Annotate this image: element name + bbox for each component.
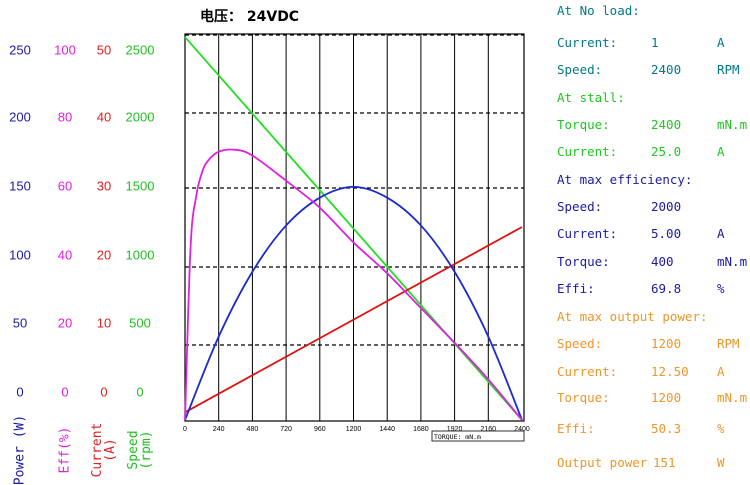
current-axis-title: Current (A)	[91, 423, 117, 478]
max_power-header: At max output power:	[557, 309, 708, 324]
eff-axis-title: Eff(%)	[59, 427, 72, 474]
x-tick-label: 240	[213, 426, 225, 433]
spec-label: Current:	[557, 226, 617, 241]
x-tick-label: 0	[183, 426, 187, 433]
spec-value: 1200	[651, 336, 681, 351]
x-tick-label: 960	[314, 426, 326, 433]
spec-label: Effi:	[557, 421, 595, 436]
max_eff-header: At max efficiency:	[557, 172, 692, 187]
power-tick-label: 0	[0, 385, 43, 400]
power-axis-title: Power (W)	[14, 415, 27, 485]
spec-value: 2400	[651, 117, 681, 132]
spec-label: Speed:	[557, 199, 602, 214]
spec-label: Torque:	[557, 390, 610, 405]
spec-label: Current:	[557, 364, 617, 379]
spec-value: 2400	[651, 62, 681, 77]
power-tick-label: 150	[0, 179, 43, 194]
spec-value: 50.3	[651, 421, 681, 436]
spec-value: 400	[651, 254, 674, 269]
spec-value: 12.50	[651, 364, 689, 379]
speed-tick-label: 500	[117, 316, 163, 331]
speed-tick-label: 2500	[117, 43, 163, 58]
no_load-header: At No load:	[557, 3, 640, 18]
spec-label: Current:	[557, 144, 617, 159]
spec-unit: A	[717, 364, 725, 379]
power-tick-label: 200	[0, 110, 43, 125]
spec-value: 5.00	[651, 226, 681, 241]
spec-value: 2000	[651, 199, 681, 214]
x-tick-label: 1440	[379, 426, 395, 433]
spec-unit: A	[717, 35, 725, 50]
speed-tick-label: 1000	[117, 248, 163, 263]
speed-tick-label: 2000	[117, 110, 163, 125]
speed-axis: 2500 2000 1500 1000 500 0 Speed (rpm)	[117, 0, 163, 479]
spec-value: 1	[651, 35, 659, 50]
spec-unit: %	[717, 281, 725, 296]
speed-tick-label: 1500	[117, 179, 163, 194]
x-tick-label: 480	[247, 426, 259, 433]
spec-value: 25.0	[651, 144, 681, 159]
speed-tick-label: 0	[117, 385, 163, 400]
spec-value: 151	[653, 455, 676, 470]
power-tick-label: 250	[0, 43, 43, 58]
spec-unit: W	[717, 455, 725, 470]
spec-unit: mN.m	[717, 254, 747, 269]
spec-label: Speed:	[557, 336, 602, 351]
x-tick-label: 1680	[413, 426, 429, 433]
x-tick-label: 1200	[346, 426, 362, 433]
spec-value: 69.8	[651, 281, 681, 296]
spec-label: Current:	[557, 35, 617, 50]
spec-unit: A	[717, 226, 725, 241]
spec-unit: RPM	[717, 336, 740, 351]
spec-unit: RPM	[717, 62, 740, 77]
spec-value: 1200	[651, 390, 681, 405]
power-tick-label: 100	[0, 248, 43, 263]
x-axis-label: TORQUE: mN.m	[434, 433, 481, 441]
spec-label: Effi:	[557, 281, 595, 296]
spec-unit: %	[717, 421, 725, 436]
stall-header: At stall:	[557, 90, 625, 105]
spec-unit: mN.m	[717, 117, 747, 132]
spec-label: Speed:	[557, 62, 602, 77]
power-tick-label: 50	[0, 316, 43, 331]
x-tick-label: 720	[280, 426, 292, 433]
spec-label: Torque:	[557, 254, 610, 269]
spec-label: Torque:	[557, 117, 610, 132]
spec-label: Output power	[557, 455, 647, 470]
spec-unit: A	[717, 144, 725, 159]
speed-axis-title: Speed (rpm)	[127, 430, 153, 469]
spec-unit: mN.m	[717, 390, 747, 405]
